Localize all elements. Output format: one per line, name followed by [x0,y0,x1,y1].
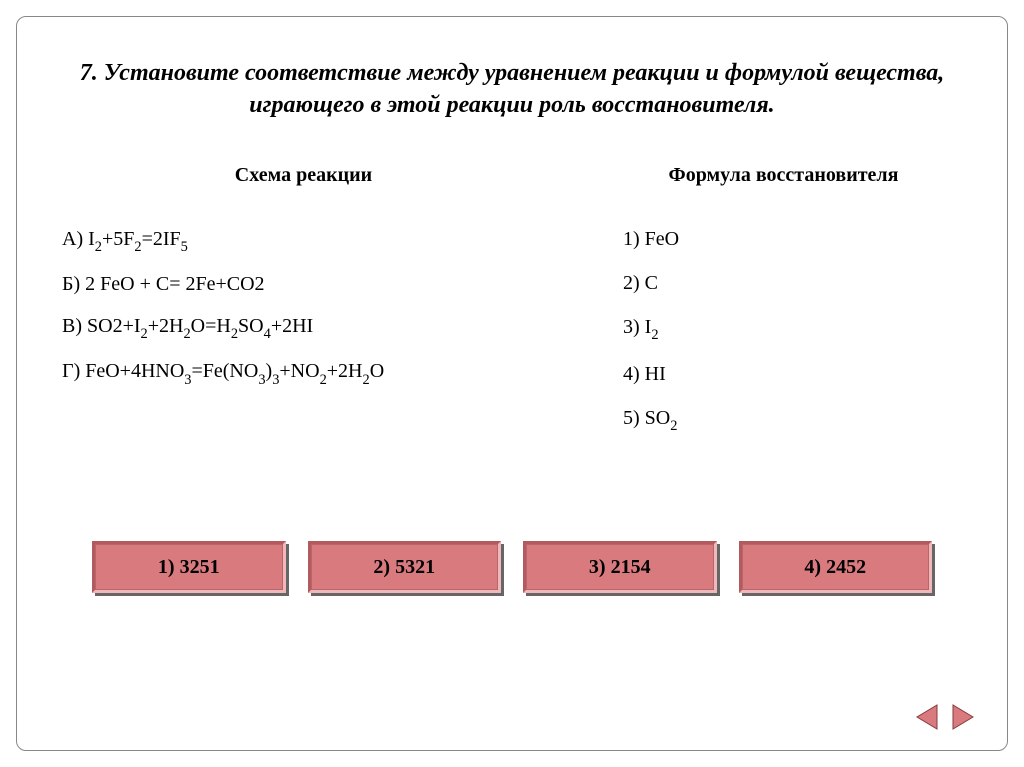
answer-4: 4) HI [605,360,962,388]
prev-button[interactable] [913,702,941,732]
triangle-right-icon [951,703,975,731]
reaction-b: Б) 2 FeO + C= 2Fe+CO2 [62,270,545,298]
answer-2: 2) C [605,269,962,297]
next-button[interactable] [949,702,977,732]
options-row: 1) 3251 2) 5321 3) 2154 4) 2452 [62,541,962,593]
answer-5: 5) SO2 [605,404,962,435]
option-2-button[interactable]: 2) 5321 [308,541,502,593]
reaction-g: Г) FeO+4HNO3=Fe(NO3)3+NO2+2H2O [62,357,545,388]
option-4-button[interactable]: 4) 2452 [739,541,933,593]
reaction-v: В) SO2+I2+2H2O=H2SO4+2HI [62,312,545,343]
right-column: Формула восстановителя 1) FeO 2) C 3) I2… [575,164,962,451]
right-header: Формула восстановителя [605,164,962,187]
question-title: 7. Установите соответствие между уравнен… [62,57,962,122]
option-1-button[interactable]: 1) 3251 [92,541,286,593]
answer-1: 1) FeO [605,225,962,253]
triangle-left-icon [915,703,939,731]
option-3-button[interactable]: 3) 2154 [523,541,717,593]
answer-3: 3) I2 [605,313,962,344]
nav-controls [913,702,977,732]
slide-frame: 7. Установите соответствие между уравнен… [16,16,1008,751]
left-header: Схема реакции [62,164,545,187]
content-columns: Схема реакции А) I2+5F2=2IF5 Б) 2 FeO + … [62,164,962,451]
reactions-list: А) I2+5F2=2IF5 Б) 2 FeO + C= 2Fe+CO2 В) … [62,225,545,388]
reaction-a: А) I2+5F2=2IF5 [62,225,545,256]
left-column: Схема реакции А) I2+5F2=2IF5 Б) 2 FeO + … [62,164,545,451]
answers-list: 1) FeO 2) C 3) I2 4) HI 5) SO2 [605,225,962,435]
